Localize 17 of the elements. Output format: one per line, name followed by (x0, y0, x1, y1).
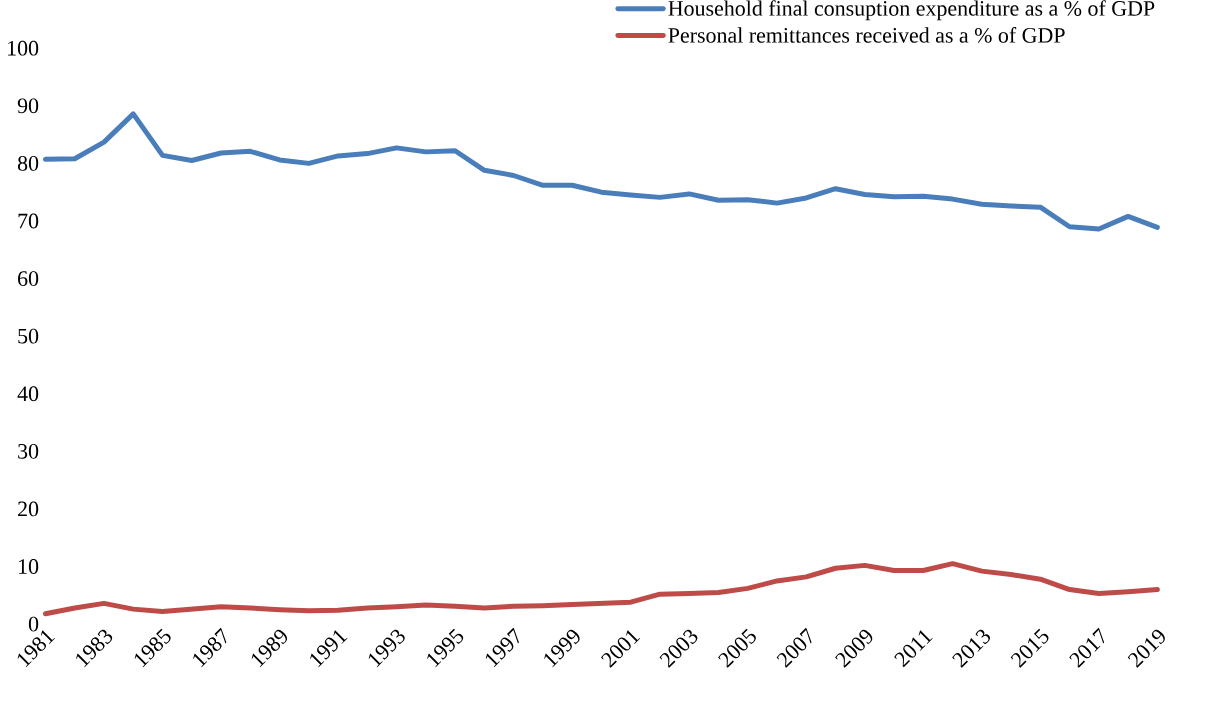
legend-label: Personal remittances received as a % of GDP (668, 27, 1065, 43)
line-series (42, 111, 1160, 232)
y-tick-label: 30 (18, 443, 39, 459)
legend-label: Household final consuption expenditure as a % of GDP (668, 0, 1155, 21)
y-tick-label: 10 (19, 559, 39, 574)
y-tick-label: 40 (17, 386, 39, 402)
y-tick-label: 50 (18, 328, 39, 344)
x-tick-label: 2011 (894, 630, 933, 668)
y-tick-label: 100 (8, 40, 39, 56)
y-tick-label: 0 (28, 616, 39, 632)
x-tick-label: 1981 (17, 630, 55, 668)
y-tick-label: 70 (18, 213, 39, 229)
y-tick-label: 90 (17, 98, 39, 114)
y-tick-label: 60 (18, 271, 39, 287)
x-tick-label: 1991 (310, 630, 348, 668)
y-tick-label: 20 (18, 501, 39, 517)
y-tick-label: 80 (17, 156, 39, 171)
